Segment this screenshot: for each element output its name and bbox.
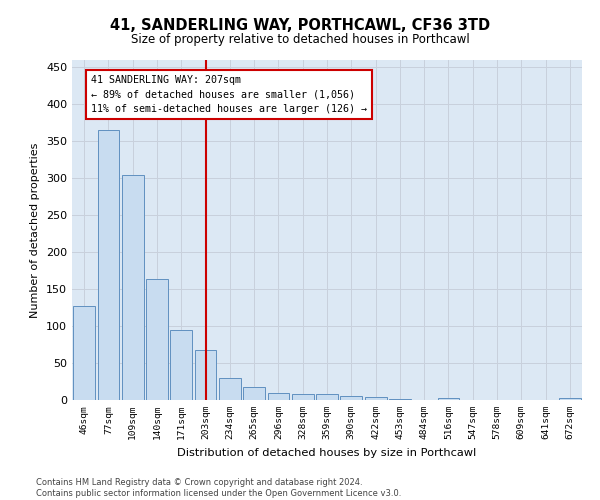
Bar (559, 398, 581, 400)
Bar (316, 394, 338, 400)
Bar (97, 130, 119, 400)
Text: 41 SANDERLING WAY: 207sqm
← 89% of detached houses are smaller (1,056)
11% of se: 41 SANDERLING WAY: 207sqm ← 89% of detac… (91, 75, 367, 114)
Bar (243, 386, 265, 400)
Bar (437, 398, 460, 400)
Bar (122, 176, 143, 400)
Bar (340, 396, 362, 400)
Bar (268, 392, 289, 400)
Text: Size of property relative to detached houses in Porthcawl: Size of property relative to detached ho… (131, 32, 469, 46)
Bar (219, 378, 241, 400)
X-axis label: Distribution of detached houses by size in Porthcawl: Distribution of detached houses by size … (178, 448, 476, 458)
Text: 41, SANDERLING WAY, PORTHCAWL, CF36 3TD: 41, SANDERLING WAY, PORTHCAWL, CF36 3TD (110, 18, 490, 32)
Text: Contains HM Land Registry data © Crown copyright and database right 2024.
Contai: Contains HM Land Registry data © Crown c… (36, 478, 401, 498)
Bar (73, 306, 95, 400)
Y-axis label: Number of detached properties: Number of detached properties (31, 142, 40, 318)
Bar (292, 394, 314, 400)
Bar (194, 350, 217, 400)
Bar (365, 397, 386, 400)
Bar (170, 330, 192, 400)
Bar (146, 279, 168, 400)
